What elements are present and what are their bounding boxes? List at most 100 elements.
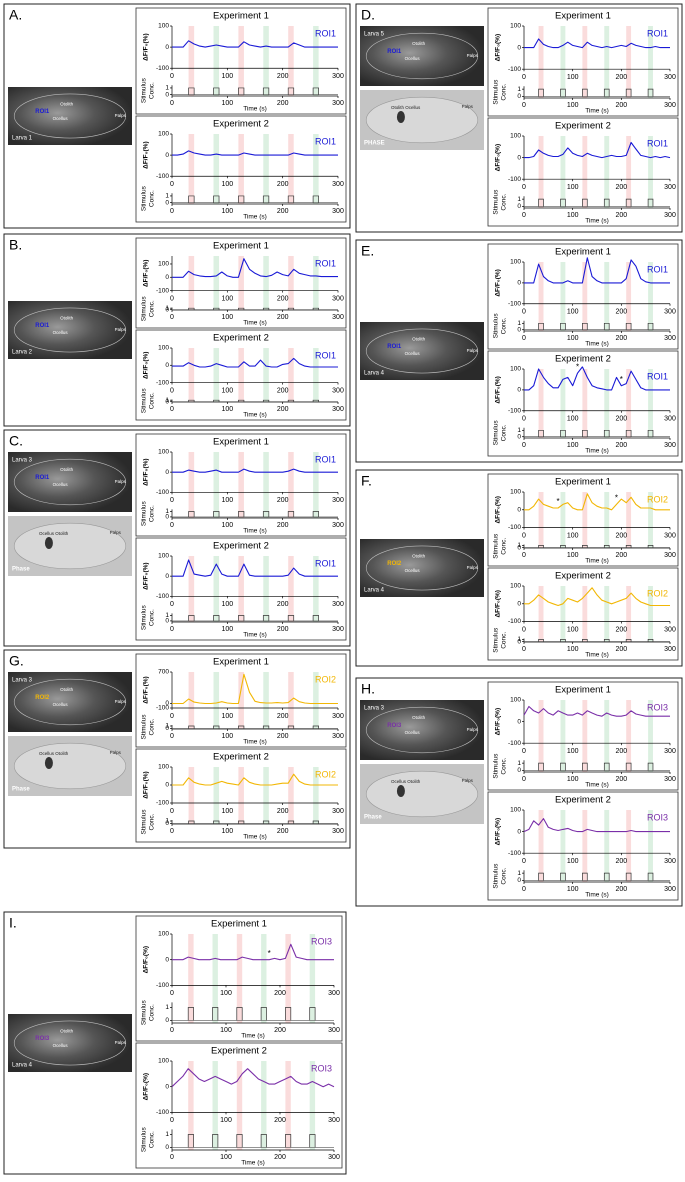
experiment-box	[135, 537, 347, 641]
stimulus-pulse	[188, 307, 195, 310]
stim-x-tick-label: 100	[221, 314, 233, 321]
stimulus-band	[288, 556, 294, 622]
phase-image-label: Otolith Ocellus	[391, 105, 421, 110]
stim-x-tick-label: 300	[332, 100, 344, 107]
stimulus-band	[560, 492, 566, 548]
image-label: Otolith	[60, 316, 74, 321]
stim-x-tick-label: 100	[567, 102, 579, 109]
experiment-box	[487, 681, 679, 791]
stimulus-pulse	[238, 725, 245, 729]
trace	[524, 141, 671, 159]
stim-y-tick-label: 0	[165, 1144, 169, 1151]
fluorescence-image	[8, 301, 132, 359]
stim-x-tick-label: 100	[567, 442, 579, 449]
stimulus-pulse	[238, 399, 245, 402]
stim-y-tick-label: 1	[517, 86, 521, 93]
panel-letter: G.	[9, 653, 24, 669]
stimulus-band	[188, 348, 195, 402]
larva-label: Larva 5	[364, 32, 385, 38]
trace	[172, 468, 338, 473]
stimulus-band	[538, 492, 544, 548]
stimulus-pulse	[603, 88, 610, 97]
x-tick-label: 0	[170, 73, 174, 80]
stimulus-pulse	[647, 322, 654, 330]
stim-x-tick-label: 300	[332, 733, 344, 740]
stimulus-band	[538, 586, 544, 642]
x-tick-label: 0	[522, 416, 526, 423]
x-tick-label: 100	[567, 858, 579, 865]
stim-x-tick-label: 300	[328, 1027, 340, 1034]
y-tick-label: -100	[156, 982, 169, 989]
experiment-title: Experiment 2	[555, 121, 611, 132]
stim-x-tick-label: 200	[277, 100, 289, 107]
stimulus-band	[582, 586, 588, 642]
y-tick-label: 0	[165, 956, 169, 963]
stimulus-band	[188, 556, 195, 622]
stimulus-band	[188, 767, 195, 824]
stim-x-tick-label: 100	[221, 828, 233, 835]
x-tick-label: 200	[274, 1117, 286, 1124]
stim-y-label: Stimulus	[141, 500, 148, 526]
stimulus-pulse	[603, 545, 610, 548]
stimulus-band	[626, 262, 632, 331]
stimulus-pulse	[212, 1134, 219, 1148]
stimulus-band	[560, 369, 566, 438]
trace	[171, 1068, 335, 1088]
image-label: Palps	[467, 565, 479, 570]
stim-x-tick-label: 300	[332, 828, 344, 835]
x-axis-label: Time (s)	[243, 106, 267, 113]
image-label: Otolith	[412, 554, 426, 559]
x-tick-label: 100	[221, 387, 233, 394]
roi-label: ROI1	[315, 28, 336, 38]
x-tick-label: 300	[664, 748, 676, 755]
stimulus-band	[188, 256, 195, 310]
x-tick-label: 200	[615, 184, 627, 191]
stimulus-band	[582, 700, 588, 772]
trace	[523, 705, 670, 717]
stimulus-pulse	[625, 872, 632, 881]
experiment-title: Experiment 1	[555, 477, 611, 488]
stim-y-label: Stimulus	[493, 189, 500, 215]
x-tick-label: 0	[522, 858, 526, 865]
stim-x-tick-label: 0	[170, 733, 174, 740]
stimulus-band	[238, 256, 244, 310]
y-axis-label: ΔF/F₀(%)	[495, 818, 502, 845]
experiment-box	[135, 433, 347, 537]
otolith-spot	[396, 111, 405, 123]
stim-y-label: Stimulus	[493, 420, 500, 446]
stim-x-tick-label: 300	[664, 212, 676, 219]
experiment-title: Experiment 2	[555, 354, 611, 365]
stim-x-tick-label: 0	[522, 102, 526, 109]
stimulus-pulse	[603, 762, 610, 771]
stimulus-band	[604, 492, 610, 548]
stim-y-tick-label: 0	[165, 725, 169, 732]
stim-y-tick-label: 0	[517, 93, 521, 100]
x-tick-label: 0	[522, 74, 526, 81]
y-tick-label: 0	[165, 469, 169, 476]
experiment-title: Experiment 1	[555, 685, 611, 696]
x-tick-label: 100	[221, 713, 233, 720]
stim-y-label: Conc.	[149, 300, 156, 317]
stimulus-pulse	[309, 1007, 316, 1021]
stim-y-label: Stimulus	[493, 863, 500, 889]
x-tick-label: 200	[615, 626, 627, 633]
stim-y-tick-label: 1	[517, 760, 521, 767]
stim-y-tick-label: 0	[165, 1017, 169, 1024]
experiment-title: Experiment 1	[555, 247, 611, 258]
stimulus-pulse	[560, 639, 566, 642]
x-tick-label: 0	[522, 184, 526, 191]
stimulus-band	[238, 26, 244, 96]
x-tick-label: 100	[221, 295, 233, 302]
stimulus-band	[560, 700, 566, 772]
stim-y-tick-label: 0	[517, 203, 521, 210]
stimulus-pulse	[260, 1134, 267, 1148]
stim-x-tick-label: 300	[664, 776, 676, 783]
stim-x-tick-label: 0	[522, 886, 526, 893]
stim-y-tick-label: 1	[517, 320, 521, 327]
roi-label: ROI3	[647, 812, 668, 822]
stimulus-band	[538, 369, 544, 438]
stimulus-pulse	[188, 87, 195, 95]
y-tick-label: -100	[508, 300, 521, 307]
y-tick-label: 0	[517, 718, 521, 725]
